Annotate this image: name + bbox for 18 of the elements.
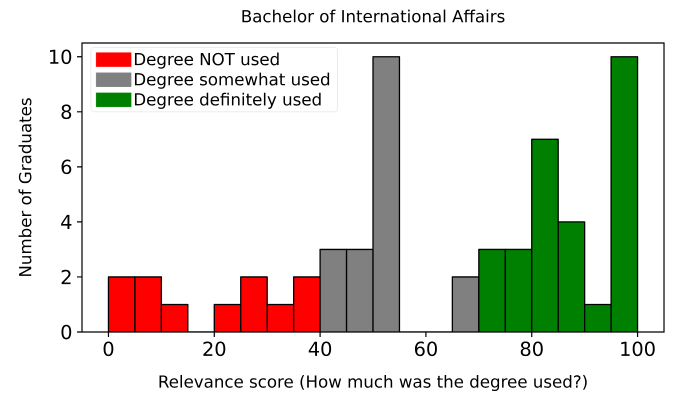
y-tick-label: 8 (62, 104, 72, 120)
legend-label: Degree NOT used (134, 52, 279, 69)
x-tick-label: 60 (414, 342, 437, 356)
x-tick-label: 80 (520, 342, 543, 356)
y-tick-label: 6 (62, 160, 72, 174)
chart-title: Bachelor of International Affairs (242, 10, 504, 22)
legend-label: Degree definitely used (134, 92, 321, 109)
x-tick-label: 20 (203, 342, 226, 356)
legend-label: Degree somewhat used (134, 72, 330, 89)
y-tick-label: 0 (61, 324, 72, 340)
x-tick-label: 40 (308, 342, 332, 356)
x-axis-title: Relevance score (How much was the degree used?) (160, 374, 587, 392)
x-tick-label: 0 (104, 342, 114, 356)
y-axis-title: Number of Graduates (18, 98, 32, 276)
y-tick-label: 4 (61, 214, 72, 229)
y-tick-label: 10 (50, 49, 72, 64)
y-tick-label: 2 (62, 270, 71, 284)
x-tick-label: 100 (621, 342, 655, 356)
